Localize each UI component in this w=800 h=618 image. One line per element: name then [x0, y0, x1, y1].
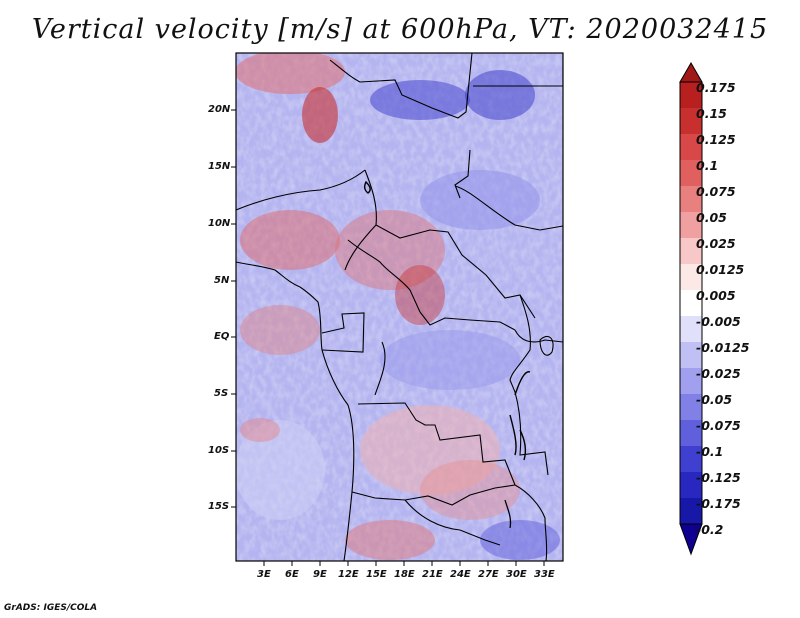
map-title: Vertical velocity [m/s] at 600hPa, VT: 2… [31, 14, 769, 45]
lat-label-10s: 10S [208, 445, 230, 456]
colorbar-label: -0.125 [696, 470, 741, 485]
colorbar-label: 0.005 [696, 288, 736, 303]
colorbar-label: 0.125 [696, 132, 736, 147]
lon-label-15e: 15E [366, 569, 387, 580]
colorbar-label: -0.0125 [696, 340, 750, 355]
lat-label-15s: 15S [208, 501, 230, 512]
colorbar-label: 0.175 [696, 80, 736, 95]
lon-ticks [263, 561, 545, 566]
grads-credit: GrADS: IGES/COLA [4, 603, 98, 613]
lon-label-9e: 9E [313, 569, 327, 580]
lon-label-12e: 12E [338, 569, 359, 580]
colorbar-label: 0.0125 [696, 262, 745, 277]
lat-label-eq: EQ [214, 331, 230, 342]
colorbar-label: -0.175 [696, 496, 741, 511]
lon-label-33e: 33E [534, 569, 555, 580]
colorbar-label: 0.025 [696, 236, 736, 251]
colorbar-label: -0.2 [696, 522, 724, 537]
map-frame [235, 52, 564, 562]
lon-label-27e: 27E [478, 569, 499, 580]
lat-ticks [231, 109, 236, 508]
colorbar-label: 0.15 [696, 106, 727, 121]
lon-label-24e: 24E [450, 569, 471, 580]
lon-label-18e: 18E [394, 569, 415, 580]
lon-label-30e: 30E [506, 569, 527, 580]
colorbar-label: 0.1 [696, 158, 719, 173]
colorbar-label: -0.1 [696, 444, 724, 459]
lat-label-15n: 15N [208, 161, 231, 172]
lat-label-5s: 5S [214, 388, 229, 399]
colorbar [679, 62, 703, 556]
colorbar-label: 0.05 [696, 210, 727, 225]
lat-label-20n: 20N [208, 104, 231, 115]
colorbar-label: 0.075 [696, 184, 736, 199]
lon-label-6e: 6E [285, 569, 299, 580]
colorbar-label: -0.05 [696, 392, 733, 407]
lon-label-21e: 21E [422, 569, 443, 580]
lat-label-5n: 5N [214, 275, 230, 286]
lat-label-10n: 10N [208, 218, 231, 229]
vertical-velocity-field [236, 53, 563, 561]
colorbar-label: -0.025 [696, 366, 741, 381]
colorbar-label: -0.005 [696, 314, 741, 329]
colorbar-label: -0.075 [696, 418, 741, 433]
coastlines-and-borders [236, 53, 563, 561]
lon-label-3e: 3E [257, 569, 271, 580]
